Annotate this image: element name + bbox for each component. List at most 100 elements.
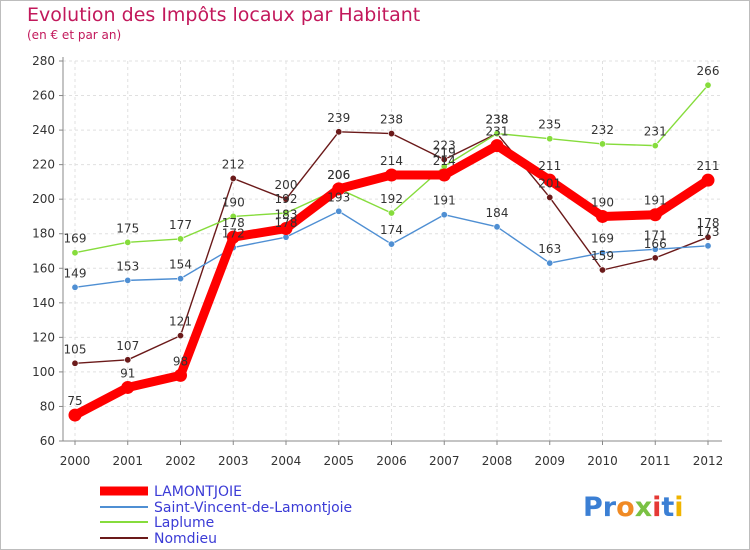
data-label: 183 <box>275 208 298 222</box>
data-label: 266 <box>697 64 720 78</box>
data-label: 191 <box>433 194 456 208</box>
data-label: 178 <box>697 216 720 230</box>
data-label: 231 <box>644 125 667 139</box>
y-tick-label: 80 <box>40 399 55 413</box>
data-point <box>177 332 185 340</box>
data-label: 172 <box>222 227 245 241</box>
data-point <box>704 81 712 89</box>
legend: LAMONTJOIESaint-Vincent-de-LamontjoieLap… <box>100 484 352 547</box>
data-point <box>387 209 395 217</box>
data-point <box>701 173 715 187</box>
y-tick-label: 120 <box>32 330 55 344</box>
y-tick-label: 180 <box>32 227 55 241</box>
x-tick-label: 2007 <box>429 454 460 468</box>
data-label: 175 <box>116 221 139 235</box>
data-point <box>68 408 82 422</box>
y-tick-label: 240 <box>32 123 55 137</box>
data-label: 223 <box>433 138 456 152</box>
data-label: 163 <box>538 242 561 256</box>
data-label: 232 <box>591 123 614 137</box>
y-tick-label: 60 <box>40 434 55 448</box>
y-tick-label: 160 <box>32 261 55 275</box>
axes: 60 80 100 120 140 160 180 200 220 240 260 280 2000 20… <box>32 54 723 468</box>
data-label: 171 <box>644 228 667 242</box>
data-label: 238 <box>486 113 509 127</box>
y-tick-label: 140 <box>32 296 55 310</box>
data-label: 190 <box>591 195 614 209</box>
logo-letter: i <box>674 492 683 523</box>
data-label: 169 <box>64 232 87 246</box>
data-point <box>490 139 504 153</box>
data-label: 177 <box>169 218 192 232</box>
data-label: 178 <box>222 216 245 230</box>
data-label: 239 <box>327 111 350 125</box>
legend-entry: Laplume <box>154 515 214 531</box>
proxiti-logo: Proxiti <box>583 492 684 523</box>
data-point <box>598 266 606 274</box>
y-tick-label: 220 <box>32 158 55 172</box>
data-point <box>651 245 659 253</box>
data-label: 98 <box>173 354 188 368</box>
data-label: 238 <box>486 113 509 127</box>
data-point <box>546 259 554 267</box>
data-label: 191 <box>644 194 667 208</box>
data-point <box>332 182 346 196</box>
x-tick-label: 2006 <box>376 454 407 468</box>
x-tick-label: 2000 <box>60 454 91 468</box>
x-tick-label: 2011 <box>640 454 671 468</box>
data-label: 219 <box>433 145 456 159</box>
data-label: 190 <box>222 195 245 209</box>
logo-letter: t <box>661 492 674 523</box>
data-point <box>598 249 606 257</box>
data-point <box>440 211 448 219</box>
data-label: 149 <box>64 266 87 280</box>
x-tick-label: 2005 <box>323 454 354 468</box>
data-label: 201 <box>538 176 561 190</box>
data-point <box>704 242 712 250</box>
data-point <box>174 368 187 382</box>
data-point <box>387 240 395 248</box>
data-label: 212 <box>222 157 245 171</box>
logo-letter: i <box>652 492 661 523</box>
data-label: 206 <box>327 168 350 182</box>
data-point <box>124 238 132 246</box>
data-point <box>440 155 448 163</box>
data-point <box>282 195 290 203</box>
data-point <box>704 233 712 241</box>
data-label: 178 <box>275 216 298 230</box>
data-label: 214 <box>380 154 403 168</box>
data-point <box>648 208 662 222</box>
legend-entry: Nomdieu <box>154 531 217 547</box>
data-point <box>177 235 185 243</box>
data-label: 184 <box>486 206 509 220</box>
data-label: 107 <box>116 339 139 353</box>
data-label: 91 <box>120 366 135 380</box>
data-label: 231 <box>486 125 509 139</box>
logo-letter: r <box>603 492 617 523</box>
x-tick-label: 2003 <box>218 454 249 468</box>
series-lines <box>68 81 715 422</box>
x-tick-label: 2002 <box>165 454 196 468</box>
x-tick-label: 2004 <box>271 454 302 468</box>
data-label: 153 <box>116 259 139 273</box>
data-label: 206 <box>327 168 350 182</box>
x-tick-label: 2001 <box>112 454 143 468</box>
y-tick-label: 260 <box>32 89 55 103</box>
data-point <box>226 230 240 244</box>
y-tick-label: 280 <box>32 54 55 68</box>
chart-subtitle: (en € et par an) <box>27 28 122 42</box>
data-label: 193 <box>327 190 350 204</box>
data-point <box>124 356 132 364</box>
data-point <box>493 223 501 231</box>
logo-text: Proxiti <box>583 492 684 523</box>
data-point <box>543 173 557 187</box>
data-point <box>437 168 451 182</box>
data-point <box>493 130 501 138</box>
data-point <box>71 249 79 257</box>
data-label: 238 <box>380 113 403 127</box>
data-label: 235 <box>538 118 561 132</box>
data-label: 159 <box>591 249 614 263</box>
data-point <box>71 283 79 291</box>
data-point <box>229 212 237 220</box>
